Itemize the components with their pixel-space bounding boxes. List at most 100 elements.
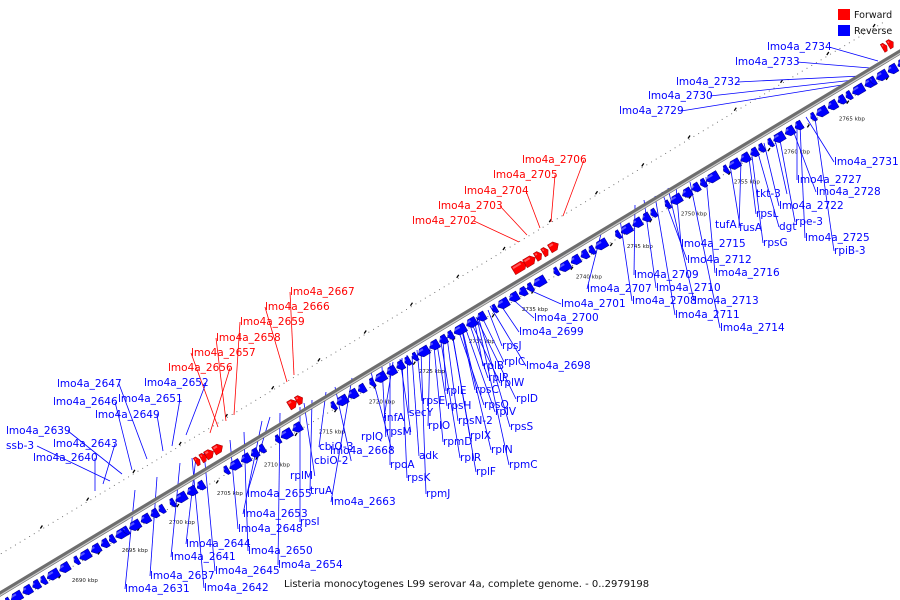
reverse-gene-arrow: [620, 222, 635, 235]
forward-guide-dot: [0, 553, 2, 555]
reverse-gene-arrow: [10, 589, 25, 600]
forward-guide-dot: [123, 479, 125, 481]
leader-line-lmo4a-2734: [828, 46, 879, 62]
forward-guide-dot: [245, 405, 247, 407]
track-mark: [846, 100, 850, 104]
forward-guide-dot: [396, 314, 398, 316]
reverse-gene-arrow: [428, 338, 441, 351]
forward-guide-dot: [665, 152, 667, 154]
forward-gene-arrow: [293, 395, 303, 406]
forward-guide-dot: [33, 533, 35, 535]
forward-guide-dot: [669, 150, 671, 152]
forward-guide-dot: [448, 283, 450, 285]
track-mark: [733, 107, 737, 112]
reverse-gene-label-rplm: rplM: [290, 470, 313, 482]
forward-guide-dot: [222, 419, 224, 421]
track-mark: [609, 242, 613, 247]
forward-guide-dot: [297, 374, 299, 376]
reverse-guide-dot: [817, 117, 819, 119]
forward-guide-dot: [212, 425, 214, 427]
forward-guide-dot: [702, 130, 704, 132]
reverse-gene-arrow: [641, 211, 653, 223]
forward-guide-dot: [782, 82, 784, 84]
forward-guide-dot: [674, 147, 676, 149]
reverse-gene-label-rplq: rplQ: [361, 431, 383, 443]
genome-backbone-highlight: [0, 52, 900, 597]
reverse-gene-label-rpsc: rpsC: [475, 384, 499, 396]
label-leader-lines: [36, 46, 879, 590]
leader-line-tkt-3: [773, 134, 788, 195]
forward-guide-dot: [820, 59, 822, 61]
forward-guide-dot: [76, 507, 78, 509]
forward-guide-dot: [683, 141, 685, 143]
forward-guide-dot: [330, 354, 332, 356]
reverse-guide-dot: [642, 222, 644, 224]
track-mark: [806, 124, 810, 128]
reverse-gene-label-lmo4a-2698: lmo4a_2698: [526, 360, 591, 372]
reverse-gene-arrow: [438, 333, 450, 345]
forward-gene-arrow: [203, 449, 214, 461]
track-mark: [132, 469, 136, 474]
reverse-gene-label-lmo4a-2650: lmo4a_2650: [248, 545, 313, 557]
forward-gene-arrow: [192, 456, 201, 467]
reverse-gene-arrow: [446, 329, 456, 340]
forward-guide-dot: [14, 544, 16, 546]
reverse-guide-dot: [590, 253, 592, 255]
reverse-gene-label-lmo4a-2725: lmo4a_2725: [805, 232, 870, 244]
reverse-gene-label-lmo4a-2652: lmo4a_2652: [144, 377, 209, 389]
legend-forward-label: Forward: [854, 10, 892, 21]
reverse-gene-arrow: [100, 537, 111, 549]
leader-line-lmo4a-2729: [680, 83, 849, 112]
forward-guide-dot: [226, 416, 228, 418]
reverse-gene-arrow: [896, 57, 900, 69]
reverse-gene-arrow: [90, 542, 103, 554]
reverse-gene-label-lmo4a-2707: lmo4a_2707: [587, 283, 652, 295]
tick-label-2720-kbp: 2720 kbp: [369, 399, 395, 405]
leader-line-lmo4a-2731: [805, 116, 835, 163]
reverse-gene-label-lmo4a-2731: lmo4a_2731: [834, 156, 899, 168]
reverse-gene-label-lmo4a-2715: lmo4a_2715: [681, 238, 746, 250]
forward-guide-dot: [471, 269, 473, 271]
reverse-gene-arrow: [570, 253, 583, 265]
forward-guide-dot: [288, 379, 290, 381]
reverse-gene-arrow: [558, 259, 573, 272]
forward-guide-dot: [325, 357, 327, 359]
reverse-guide-dot: [468, 327, 470, 329]
reverse-gene-label-rpsm: rpsM: [386, 426, 412, 438]
leader-line-rpsh: [436, 343, 448, 407]
track-mark: [178, 441, 182, 446]
leader-line-tufa: [729, 164, 741, 226]
genome-backbone-line: [0, 49, 900, 597]
leader-line-lmo4a-2656: [209, 367, 231, 434]
reverse-guide-dot: [661, 211, 663, 213]
leader-line-lmo4a-2657: [190, 352, 219, 428]
reverse-guide-dot: [209, 483, 211, 485]
reverse-gene-label-rpmj: rpmJ: [426, 488, 450, 500]
reverse-gene-arrow: [491, 303, 500, 314]
forward-guide-dot: [547, 223, 549, 225]
reverse-guide-dot: [774, 142, 776, 144]
forward-guide-dot: [815, 62, 817, 64]
reverse-gene-arrow: [128, 518, 143, 531]
leader-line-lmo4a-2631: [124, 489, 136, 590]
forward-guide-dot: [735, 110, 737, 112]
reverse-gene-label-lmo4a-2655: lmo4a_2655: [247, 488, 312, 500]
forward-guide-dot: [797, 73, 799, 75]
forward-guide-dot: [132, 473, 134, 475]
forward-guide-dot: [406, 309, 408, 311]
reverse-gene-arrow: [403, 355, 413, 366]
reverse-gene-label-lmo4a-2700: lmo4a_2700: [534, 312, 599, 324]
reverse-gene-arrow: [174, 490, 189, 504]
forward-guide-dot: [716, 121, 718, 123]
forward-guide-dot: [340, 348, 342, 350]
reverse-gene-label-lmo4a-2640: lmo4a_2640: [33, 452, 98, 464]
reverse-gene-label-rpld: rplD: [516, 393, 538, 405]
reverse-gene-label-lmo4a-2645: lmo4a_2645: [215, 565, 280, 577]
reverse-gene-label-rplf: rplF: [476, 466, 496, 478]
track-mark: [502, 246, 506, 251]
tick-label-2740-kbp: 2740 kbp: [576, 275, 602, 281]
forward-guide-dot: [410, 306, 412, 308]
reverse-guide-dot: [520, 296, 522, 298]
forward-guide-dot: [641, 167, 643, 169]
